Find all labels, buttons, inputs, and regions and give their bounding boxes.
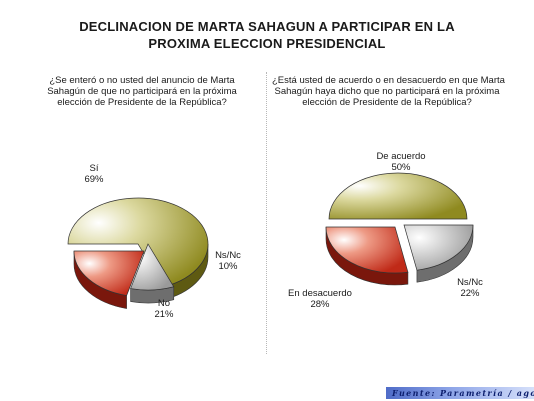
pie1-label-nsnc: Ns/Nc 10% [206, 250, 250, 272]
pie2-slice-desacuerdo [325, 226, 409, 274]
pie2-question-line-1: ¿Está usted de acuerdo o en desacuerdo e… [272, 75, 505, 86]
pie2-label-desacuerdo-value: 28% [310, 299, 330, 310]
pie2-label-nsnc: Ns/Nc 22% [448, 277, 492, 299]
pie2-slice-acuerdo [328, 172, 468, 220]
pie2-label-desacuerdo-name: En desacuerdo [288, 288, 352, 299]
pie1-slice-nsnc [130, 243, 175, 291]
pie1-question-line-2: Sahagún de que no participará en la próx… [47, 86, 237, 97]
pie2-label-acuerdo-value: 50% [391, 162, 411, 173]
pie1-label-no: No 21% [144, 298, 184, 320]
pie1-slice-no [73, 250, 145, 296]
chart-title: DECLINACION DE MARTA SAHAGUN A PARTICIPA… [0, 18, 534, 52]
pie2-question-line-3: elección de Presidente de la República? [302, 97, 472, 108]
pie1-label-si-name: Sí [89, 163, 99, 174]
pie1-question-line-1: ¿Se enteró o no usted del anuncio de Mar… [49, 75, 235, 86]
pie1-label-si: Sí 69% [74, 163, 114, 185]
source-text: Fuente: Parametría / agosto 2004 [392, 388, 534, 398]
pie2-question: ¿Está usted de acuerdo o en desacuerdo e… [272, 75, 505, 108]
pie1-label-nsnc-name: Ns/Nc [215, 250, 241, 261]
source-bar: Fuente: Parametría / agosto 2004 [386, 387, 534, 399]
pie2-label-nsnc-value: 22% [460, 288, 480, 299]
pie2-question-line-2: Sahagún haya dicho que no participará en… [274, 86, 500, 97]
pie2-label-desacuerdo: En desacuerdo 28% [280, 288, 360, 310]
chart-title-line-1: DECLINACION DE MARTA SAHAGUN A PARTICIPA… [79, 19, 455, 34]
panel-divider [266, 72, 267, 354]
pie1-question: ¿Se enteró o no usted del anuncio de Mar… [27, 75, 257, 108]
pie1-label-no-name: No [157, 298, 171, 309]
pie1-label-no-value: 21% [154, 309, 174, 320]
chart-title-line-2: PROXIMA ELECCION PRESIDENCIAL [148, 36, 386, 51]
pie2-label-acuerdo-name: De acuerdo [376, 151, 426, 162]
pie2-label-acuerdo: De acuerdo 50% [366, 151, 436, 173]
pie1-label-si-value: 69% [84, 174, 104, 185]
pie2-label-nsnc-name: Ns/Nc [457, 277, 483, 288]
pie1-slice-si [67, 197, 209, 288]
pie2-slice-nsnc [403, 224, 474, 271]
pie1-label-nsnc-value: 10% [218, 261, 238, 272]
pie1-question-line-3: elección de Presidente de la República? [57, 97, 227, 108]
